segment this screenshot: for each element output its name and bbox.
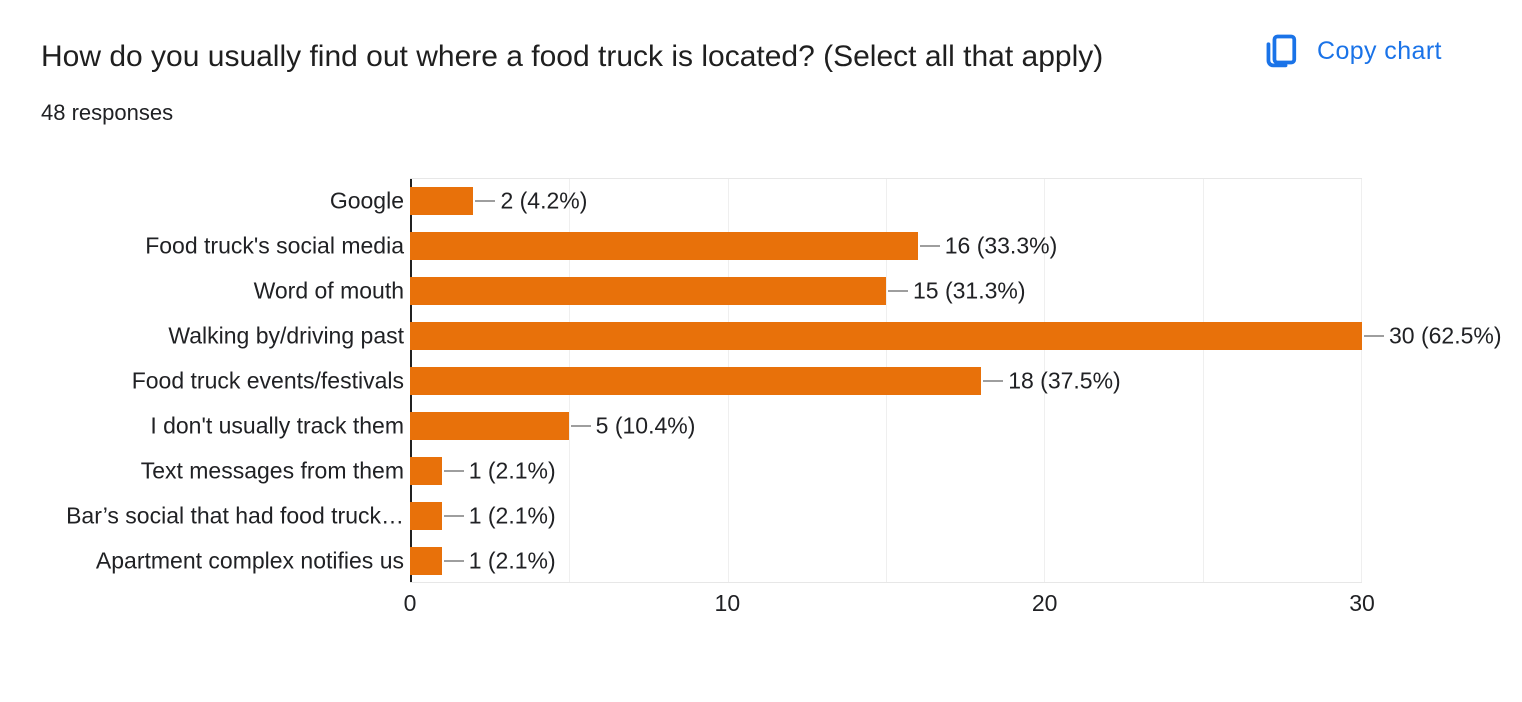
chart-row: Bar’s social that had food truck… 1 (2.1%…	[0, 493, 1522, 538]
bar	[410, 411, 569, 440]
value-connector	[475, 199, 496, 202]
question-title: How do you usually find out where a food…	[41, 40, 1104, 73]
value-connector	[983, 379, 1004, 382]
category-label: Walking by/driving past	[168, 322, 404, 348]
value-label: 18 (37.5%)	[1008, 367, 1121, 393]
chart-row: Apartment complex notifies us 1 (2.1%)	[0, 538, 1522, 583]
value-label: 30 (62.5%)	[1389, 322, 1502, 348]
bar	[410, 546, 442, 575]
chart-row: Text messages from them 1 (2.1%)	[0, 448, 1522, 493]
copy-chart-button[interactable]: Copy chart	[1262, 32, 1442, 70]
category-label: Food truck's social media	[145, 232, 404, 258]
chart-row: Google 2 (4.2%)	[0, 178, 1522, 223]
category-label: Word of mouth	[253, 277, 404, 303]
chart-row: Food truck's social media 16 (33.3%)	[0, 223, 1522, 268]
value-connector	[570, 424, 591, 427]
chart-row: Food truck events/festivals 18 (37.5%)	[0, 358, 1522, 403]
bar-rows: Google 2 (4.2%) Food truck's social media 1…	[0, 178, 1522, 583]
x-axis-tick: 20	[1031, 590, 1058, 616]
category-label: Google	[329, 187, 404, 213]
gridline-30	[1361, 179, 1362, 582]
chart-row: Walking by/driving past 30 (62.5%)	[0, 313, 1522, 358]
bar	[410, 456, 442, 485]
value-label: 1 (2.1%)	[468, 457, 556, 483]
bar	[410, 321, 1362, 350]
value-connector	[443, 559, 464, 562]
x-axis-tick: 10	[714, 590, 741, 616]
value-connector	[443, 469, 464, 472]
chart-row: Word of mouth 15 (31.3%)	[0, 268, 1522, 313]
value-label: 2 (4.2%)	[500, 187, 588, 213]
value-label: 1 (2.1%)	[468, 547, 556, 573]
category-label: Food truck events/festivals	[131, 367, 404, 393]
x-axis-tick: 30	[1349, 590, 1375, 616]
category-label: Text messages from them	[140, 457, 404, 483]
category-label: Bar’s social that had food truck…	[66, 502, 404, 528]
value-label: 15 (31.3%)	[913, 277, 1026, 303]
gridline-20	[1044, 179, 1046, 582]
responses-count: 48 responses	[41, 100, 174, 125]
category-label: Apartment complex notifies us	[95, 547, 404, 573]
bar	[410, 231, 918, 260]
bar	[410, 501, 442, 530]
value-label: 16 (33.3%)	[944, 232, 1058, 258]
x-axis-tick: 0	[403, 590, 417, 616]
category-label: I don't usually track them	[150, 412, 404, 438]
value-connector	[1364, 334, 1384, 337]
gridline-25	[1202, 179, 1204, 582]
value-connector	[443, 514, 464, 517]
bar	[410, 276, 886, 305]
chart-row: I don't usually track them 5 (10.4%)	[0, 403, 1522, 448]
value-label: 5 (10.4%)	[595, 412, 696, 438]
bar	[410, 366, 982, 395]
copy-chart-label: Copy chart	[1317, 36, 1442, 65]
value-label: 1 (2.1%)	[468, 502, 556, 528]
bar	[410, 186, 474, 215]
x-axis: 0 10 20 30	[404, 590, 1375, 620]
value-connector	[919, 244, 940, 247]
copy-icon	[1266, 34, 1297, 68]
value-connector	[888, 289, 908, 292]
